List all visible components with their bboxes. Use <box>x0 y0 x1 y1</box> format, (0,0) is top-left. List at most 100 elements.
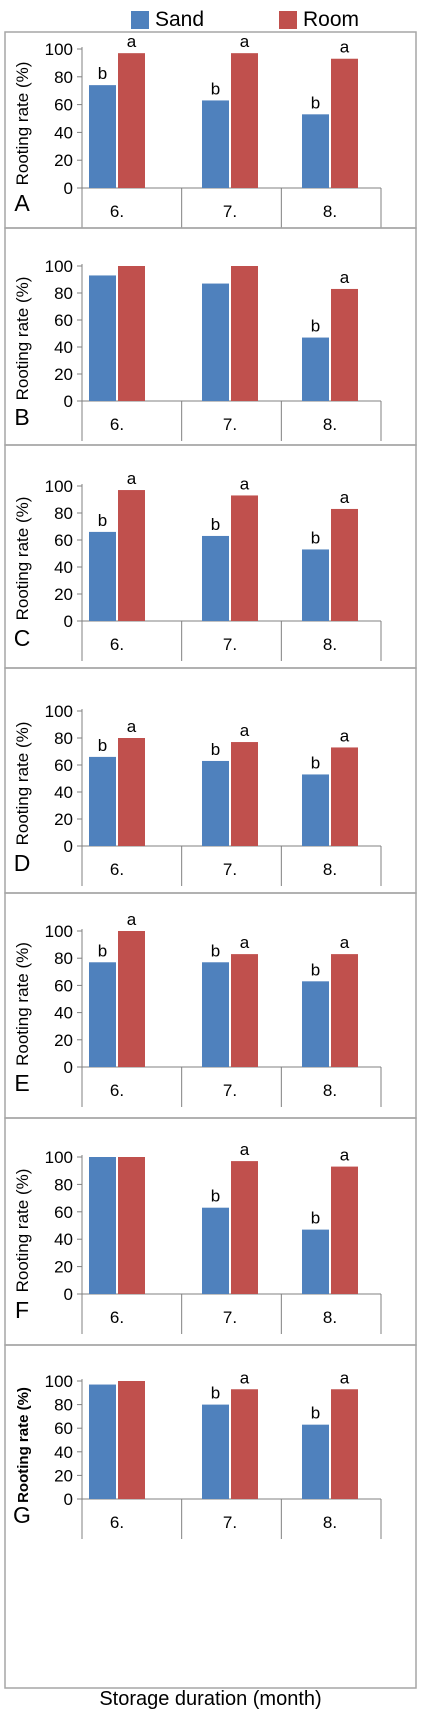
bar-sand <box>89 1384 116 1499</box>
bar-room <box>331 1166 358 1294</box>
y-tick-label: 100 <box>45 1372 73 1391</box>
panel-label: F <box>15 1297 29 1323</box>
y-axis-label: Rooting rate (%) <box>13 62 32 186</box>
y-tick-label: 40 <box>54 1230 73 1249</box>
bar-room <box>118 1381 145 1499</box>
bar-room <box>118 53 145 188</box>
y-axis-label: Rooting rate (%) <box>15 1387 32 1503</box>
bar-room <box>118 266 145 401</box>
y-axis-label: Rooting rate (%) <box>13 722 32 846</box>
y-tick-label: 80 <box>54 284 73 303</box>
y-tick-label: 0 <box>64 837 73 856</box>
x-tick-label: 6. <box>110 415 124 434</box>
y-tick-label: 20 <box>54 1258 73 1277</box>
bar-sand <box>302 981 329 1067</box>
y-tick-label: 60 <box>54 96 73 115</box>
panel-label: G <box>13 1502 31 1528</box>
bar-room <box>118 931 145 1067</box>
y-tick-label: 100 <box>45 477 73 496</box>
legend: Sand Room <box>0 0 421 40</box>
data-label: b <box>311 93 320 112</box>
bar-sand <box>202 962 229 1067</box>
legend-label-room: Room <box>303 8 360 31</box>
y-axis-label: Rooting rate (%) <box>13 942 32 1066</box>
data-label: a <box>240 474 250 493</box>
bar-sand <box>202 100 229 188</box>
data-label: b <box>311 1209 320 1228</box>
bar-sand <box>89 85 116 188</box>
x-tick-label: 6. <box>110 860 124 879</box>
y-tick-label: 40 <box>54 338 73 357</box>
x-tick-label: 7. <box>223 1308 237 1327</box>
x-tick-label: 8. <box>323 1513 337 1532</box>
y-tick-label: 60 <box>54 531 73 550</box>
data-label: a <box>340 488 350 507</box>
bar-sand <box>302 1424 329 1499</box>
data-label: a <box>127 910 137 929</box>
y-tick-label: 20 <box>54 810 73 829</box>
bar-room <box>331 288 358 401</box>
y-tick-label: 60 <box>54 976 73 995</box>
bar-sand <box>302 774 329 846</box>
x-tick-label: 7. <box>223 1513 237 1532</box>
bar-room <box>231 53 258 188</box>
bar-room <box>118 738 145 846</box>
data-label: b <box>98 941 107 960</box>
data-label: b <box>311 528 320 547</box>
bar-sand <box>202 283 229 401</box>
y-tick-label: 80 <box>54 949 73 968</box>
y-tick-label: 20 <box>54 1031 73 1050</box>
panel-label: B <box>14 404 29 430</box>
y-tick-label: 0 <box>64 1285 73 1304</box>
bar-sand <box>302 1229 329 1294</box>
x-tick-label: 7. <box>223 415 237 434</box>
bar-sand <box>89 756 116 846</box>
x-tick-label: 7. <box>223 1081 237 1100</box>
legend-item-sand: Sand <box>131 8 204 32</box>
data-label: a <box>240 1368 250 1387</box>
data-label: b <box>98 64 107 83</box>
data-label: a <box>340 1146 350 1165</box>
y-tick-label: 40 <box>54 123 73 142</box>
x-tick-label: 6. <box>110 635 124 654</box>
data-label: a <box>340 38 350 57</box>
y-tick-label: 60 <box>54 756 73 775</box>
data-label: b <box>311 1404 320 1423</box>
y-tick-label: 20 <box>54 585 73 604</box>
data-label: a <box>340 268 350 287</box>
data-label: b <box>211 515 220 534</box>
panel-label: C <box>14 625 31 651</box>
x-tick-label: 8. <box>323 202 337 221</box>
data-label: a <box>240 32 250 51</box>
y-tick-label: 40 <box>54 1443 73 1462</box>
data-label: a <box>340 1368 350 1387</box>
y-tick-label: 0 <box>64 1490 73 1509</box>
x-tick-label: 8. <box>323 860 337 879</box>
bar-room <box>331 1389 358 1499</box>
y-tick-label: 0 <box>64 1058 73 1077</box>
data-label: b <box>211 1187 220 1206</box>
x-tick-label: 6. <box>110 1513 124 1532</box>
y-tick-label: 100 <box>45 40 73 59</box>
data-label: b <box>211 941 220 960</box>
panel-label: D <box>14 850 31 876</box>
y-tick-label: 20 <box>54 1466 73 1485</box>
bar-sand <box>89 531 116 621</box>
data-label: b <box>311 960 320 979</box>
data-label: b <box>311 753 320 772</box>
y-tick-label: 40 <box>54 783 73 802</box>
x-tick-label: 8. <box>323 1081 337 1100</box>
y-tick-label: 80 <box>54 1175 73 1194</box>
x-tick-label: 8. <box>323 1308 337 1327</box>
bar-room <box>231 266 258 401</box>
x-tick-label: 7. <box>223 860 237 879</box>
y-tick-label: 60 <box>54 1419 73 1438</box>
data-label: a <box>240 1140 250 1159</box>
bar-room <box>331 58 358 189</box>
y-axis-label: Rooting rate (%) <box>13 497 32 621</box>
data-label: a <box>340 726 350 745</box>
y-tick-label: 80 <box>54 68 73 87</box>
x-tick-label: 8. <box>323 635 337 654</box>
panel-label: A <box>14 190 30 216</box>
